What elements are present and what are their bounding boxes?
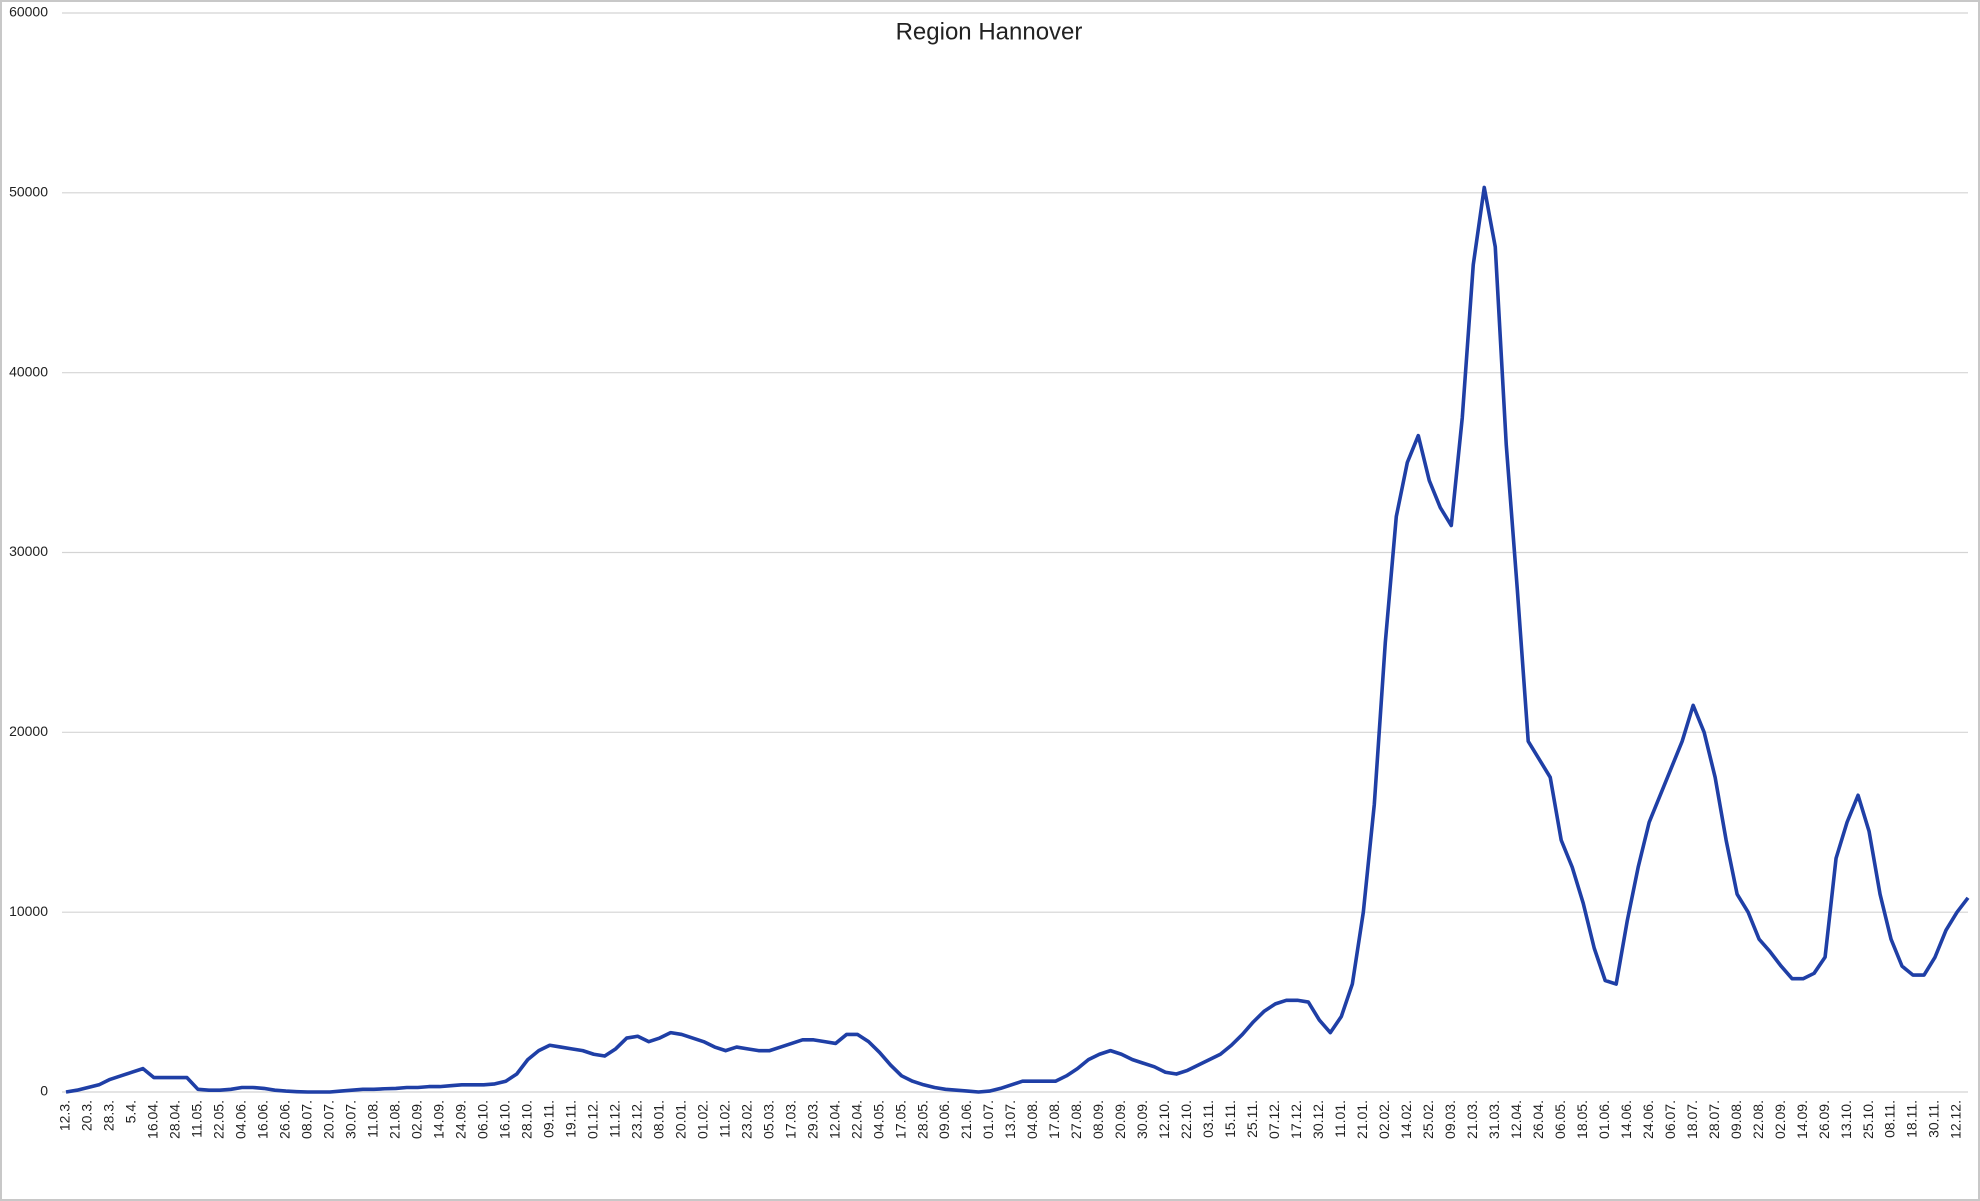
x-tick-label: 30.11. <box>1926 1100 1942 1138</box>
x-tick-label: 23.12. <box>628 1100 644 1139</box>
x-tick-label: 12.04. <box>826 1100 842 1139</box>
x-tick-label: 04.06. <box>233 1100 249 1139</box>
x-tick-label: 08.11. <box>1882 1100 1898 1138</box>
x-tick-label: 01.06. <box>1596 1100 1612 1139</box>
y-tick-label: 60000 <box>9 4 48 20</box>
x-tick-label: 17.03. <box>782 1100 798 1139</box>
x-tick-label: 20.09. <box>1112 1100 1128 1139</box>
x-tick-label: 12.12. <box>1948 1100 1964 1139</box>
x-tick-label: 14.06. <box>1618 1100 1634 1139</box>
x-tick-label: 06.07. <box>1662 1100 1678 1139</box>
x-tick-label: 09.06. <box>936 1100 952 1139</box>
x-tick-label: 06.10. <box>474 1100 490 1139</box>
x-tick-label: 05.03. <box>760 1100 776 1139</box>
y-tick-label: 0 <box>40 1083 48 1099</box>
x-tick-label: 21.08. <box>387 1100 403 1139</box>
x-tick-label: 15.11. <box>1222 1100 1238 1138</box>
x-tick-label: 14.09. <box>1794 1100 1810 1139</box>
x-tick-label: 13.07. <box>1002 1100 1018 1139</box>
x-tick-label: 01.02. <box>694 1100 710 1139</box>
x-tick-label: 23.02. <box>738 1100 754 1139</box>
x-tick-label: 25.11. <box>1244 1100 1260 1138</box>
x-tick-label: 12.10. <box>1156 1100 1172 1139</box>
x-tick-label: 16.06. <box>255 1100 271 1139</box>
x-tick-label: 28.3. <box>101 1100 117 1131</box>
x-tick-label: 26.06. <box>277 1100 293 1139</box>
x-tick-label: 22.10. <box>1178 1100 1194 1139</box>
x-tick-label: 5.4. <box>123 1100 139 1123</box>
x-tick-label: 25.02. <box>1420 1100 1436 1139</box>
x-tick-label: 14.02. <box>1398 1100 1414 1139</box>
x-tick-label: 20.3. <box>79 1100 95 1131</box>
y-tick-label: 30000 <box>9 543 48 559</box>
y-tick-label: 10000 <box>9 903 48 919</box>
x-tick-label: 28.04. <box>167 1100 183 1139</box>
x-tick-label: 28.05. <box>914 1100 930 1139</box>
x-tick-label: 04.05. <box>870 1100 886 1139</box>
x-tick-label: 28.10. <box>518 1100 534 1139</box>
x-tick-label: 16.10. <box>496 1100 512 1139</box>
x-tick-label: 08.07. <box>299 1100 315 1139</box>
x-tick-label: 22.08. <box>1750 1100 1766 1139</box>
x-tick-label: 11.02. <box>716 1100 732 1138</box>
x-tick-label: 21.06. <box>958 1100 974 1139</box>
x-tick-label: 02.09. <box>1772 1100 1788 1139</box>
x-tick-label: 02.09. <box>409 1100 425 1139</box>
x-tick-label: 18.05. <box>1574 1100 1590 1139</box>
x-tick-label: 11.01. <box>1332 1100 1348 1138</box>
x-tick-label: 30.09. <box>1134 1100 1150 1139</box>
x-tick-label: 08.09. <box>1090 1100 1106 1139</box>
x-tick-label: 14.09. <box>431 1100 447 1139</box>
x-tick-label: 31.03. <box>1486 1100 1502 1139</box>
y-tick-label: 40000 <box>9 363 48 379</box>
chart-title: Region Hannover <box>896 18 1083 45</box>
x-tick-label: 02.02. <box>1376 1100 1392 1139</box>
y-tick-label: 50000 <box>9 184 48 200</box>
x-tick-label: 22.05. <box>211 1100 227 1139</box>
y-tick-label: 20000 <box>9 723 48 739</box>
x-tick-label: 06.05. <box>1552 1100 1568 1139</box>
data-line <box>65 185 1970 1094</box>
x-tick-label: 08.01. <box>650 1100 666 1139</box>
x-tick-label: 16.04. <box>145 1100 161 1139</box>
x-tick-label: 13.10. <box>1838 1100 1854 1139</box>
x-tick-label: 11.08. <box>365 1100 381 1138</box>
x-tick-label: 01.07. <box>980 1100 996 1139</box>
x-tick-label: 20.01. <box>672 1100 688 1139</box>
x-tick-label: 11.05. <box>189 1100 205 1138</box>
x-tick-label: 19.11. <box>562 1100 578 1138</box>
x-tick-label: 03.11. <box>1200 1100 1216 1138</box>
x-tick-label: 18.07. <box>1684 1100 1700 1139</box>
x-tick-label: 04.08. <box>1024 1100 1040 1139</box>
x-tick-label: 28.07. <box>1706 1100 1722 1139</box>
x-tick-label: 20.07. <box>321 1100 337 1139</box>
x-tick-label: 01.12. <box>584 1100 600 1139</box>
x-tick-label: 17.12. <box>1288 1100 1304 1139</box>
x-tick-label: 27.08. <box>1068 1100 1084 1139</box>
x-tick-label: 30.07. <box>343 1100 359 1139</box>
x-tick-label: 12.3. <box>57 1100 73 1131</box>
x-tick-label: 07.12. <box>1266 1100 1282 1139</box>
x-tick-label: 18.11. <box>1904 1100 1920 1138</box>
x-tick-label: 26.09. <box>1816 1100 1832 1139</box>
x-tick-label: 24.06. <box>1640 1100 1656 1139</box>
x-tick-label: 29.03. <box>804 1100 820 1139</box>
x-tick-label: 21.01. <box>1354 1100 1370 1139</box>
x-tick-label: 09.11. <box>540 1100 556 1138</box>
x-tick-label: 17.08. <box>1046 1100 1062 1139</box>
x-tick-label: 26.04. <box>1530 1100 1546 1139</box>
x-tick-label: 22.04. <box>848 1100 864 1139</box>
x-tick-label: 09.08. <box>1728 1100 1744 1139</box>
x-tick-label: 30.12. <box>1310 1100 1326 1139</box>
x-tick-label: 17.05. <box>892 1100 908 1139</box>
x-tick-label: 12.04. <box>1508 1100 1524 1139</box>
x-tick-label: 24.09. <box>452 1100 468 1139</box>
x-tick-label: 11.12. <box>606 1100 622 1138</box>
x-tick-label: 25.10. <box>1860 1100 1876 1139</box>
x-tick-label: 21.03. <box>1464 1100 1480 1139</box>
x-tick-label: 09.03. <box>1442 1100 1458 1139</box>
